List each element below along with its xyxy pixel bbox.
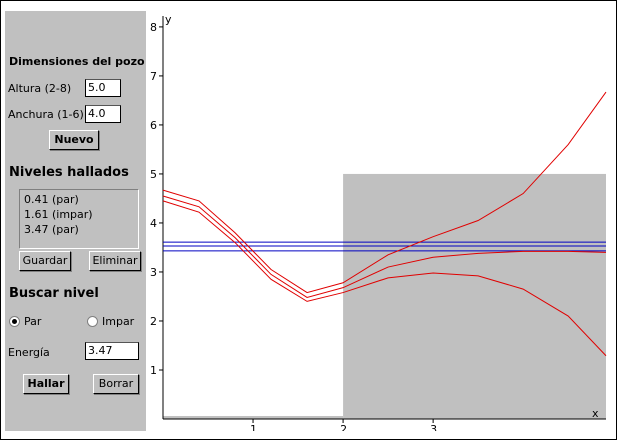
y-tick-label: 6: [150, 119, 157, 132]
y-tick-label: 8: [150, 21, 157, 34]
energy-label: Energía: [8, 346, 50, 359]
well-floor: [163, 416, 344, 419]
even-label[interactable]: Par: [24, 315, 42, 328]
y-tick-label: 3: [150, 266, 157, 279]
control-panel: Dimensiones del pozo Altura (2-8) 5.0 An…: [5, 11, 146, 431]
height-input[interactable]: 5.0: [85, 79, 121, 97]
well-title: Dimensiones del pozo: [9, 55, 145, 68]
wavefunction-curve: [162, 91, 607, 294]
search-title: Buscar nivel: [9, 286, 99, 301]
height-label: Altura (2-8): [8, 82, 72, 95]
x-tick-label: 1: [250, 423, 257, 431]
y-tick-label: 4: [150, 217, 157, 230]
levels-list[interactable]: 0.41 (par) 1.61 (impar) 3.47 (par): [19, 189, 139, 249]
even-radio[interactable]: [9, 316, 20, 327]
energy-input[interactable]: 3.47: [85, 342, 139, 360]
levels-title: Niveles hallados: [9, 165, 129, 180]
x-tick-label: 2: [340, 423, 347, 431]
level-item[interactable]: 0.41 (par): [24, 193, 79, 206]
save-button[interactable]: Guardar: [19, 251, 71, 271]
x-axis-label: x: [592, 407, 599, 420]
y-tick-label: 1: [150, 364, 157, 377]
plot: x y 1 2 3 1 2 3 4 5 6 7 8: [150, 13, 607, 431]
y-tick-label: 2: [150, 315, 157, 328]
wavefunction-curve: [162, 200, 607, 357]
y-axis-label: y: [165, 13, 172, 26]
well-region: [343, 173, 606, 419]
width-input[interactable]: 4.0: [85, 105, 121, 123]
level-item[interactable]: 3.47 (par): [24, 223, 79, 236]
width-label: Anchura (1-6): [8, 108, 84, 121]
odd-radio[interactable]: [87, 316, 98, 327]
odd-label[interactable]: Impar: [102, 315, 135, 328]
delete-button[interactable]: Eliminar: [89, 251, 141, 271]
clear-button[interactable]: Borrar: [93, 374, 139, 394]
y-tick-label: 5: [150, 168, 157, 181]
level-item[interactable]: 1.61 (impar): [24, 208, 93, 221]
wavefunction-curve: [162, 195, 607, 298]
y-tick-label: 7: [150, 70, 157, 83]
x-tick-label: 3: [430, 423, 437, 431]
find-button[interactable]: Hallar: [23, 374, 69, 394]
new-button[interactable]: Nuevo: [49, 130, 99, 150]
